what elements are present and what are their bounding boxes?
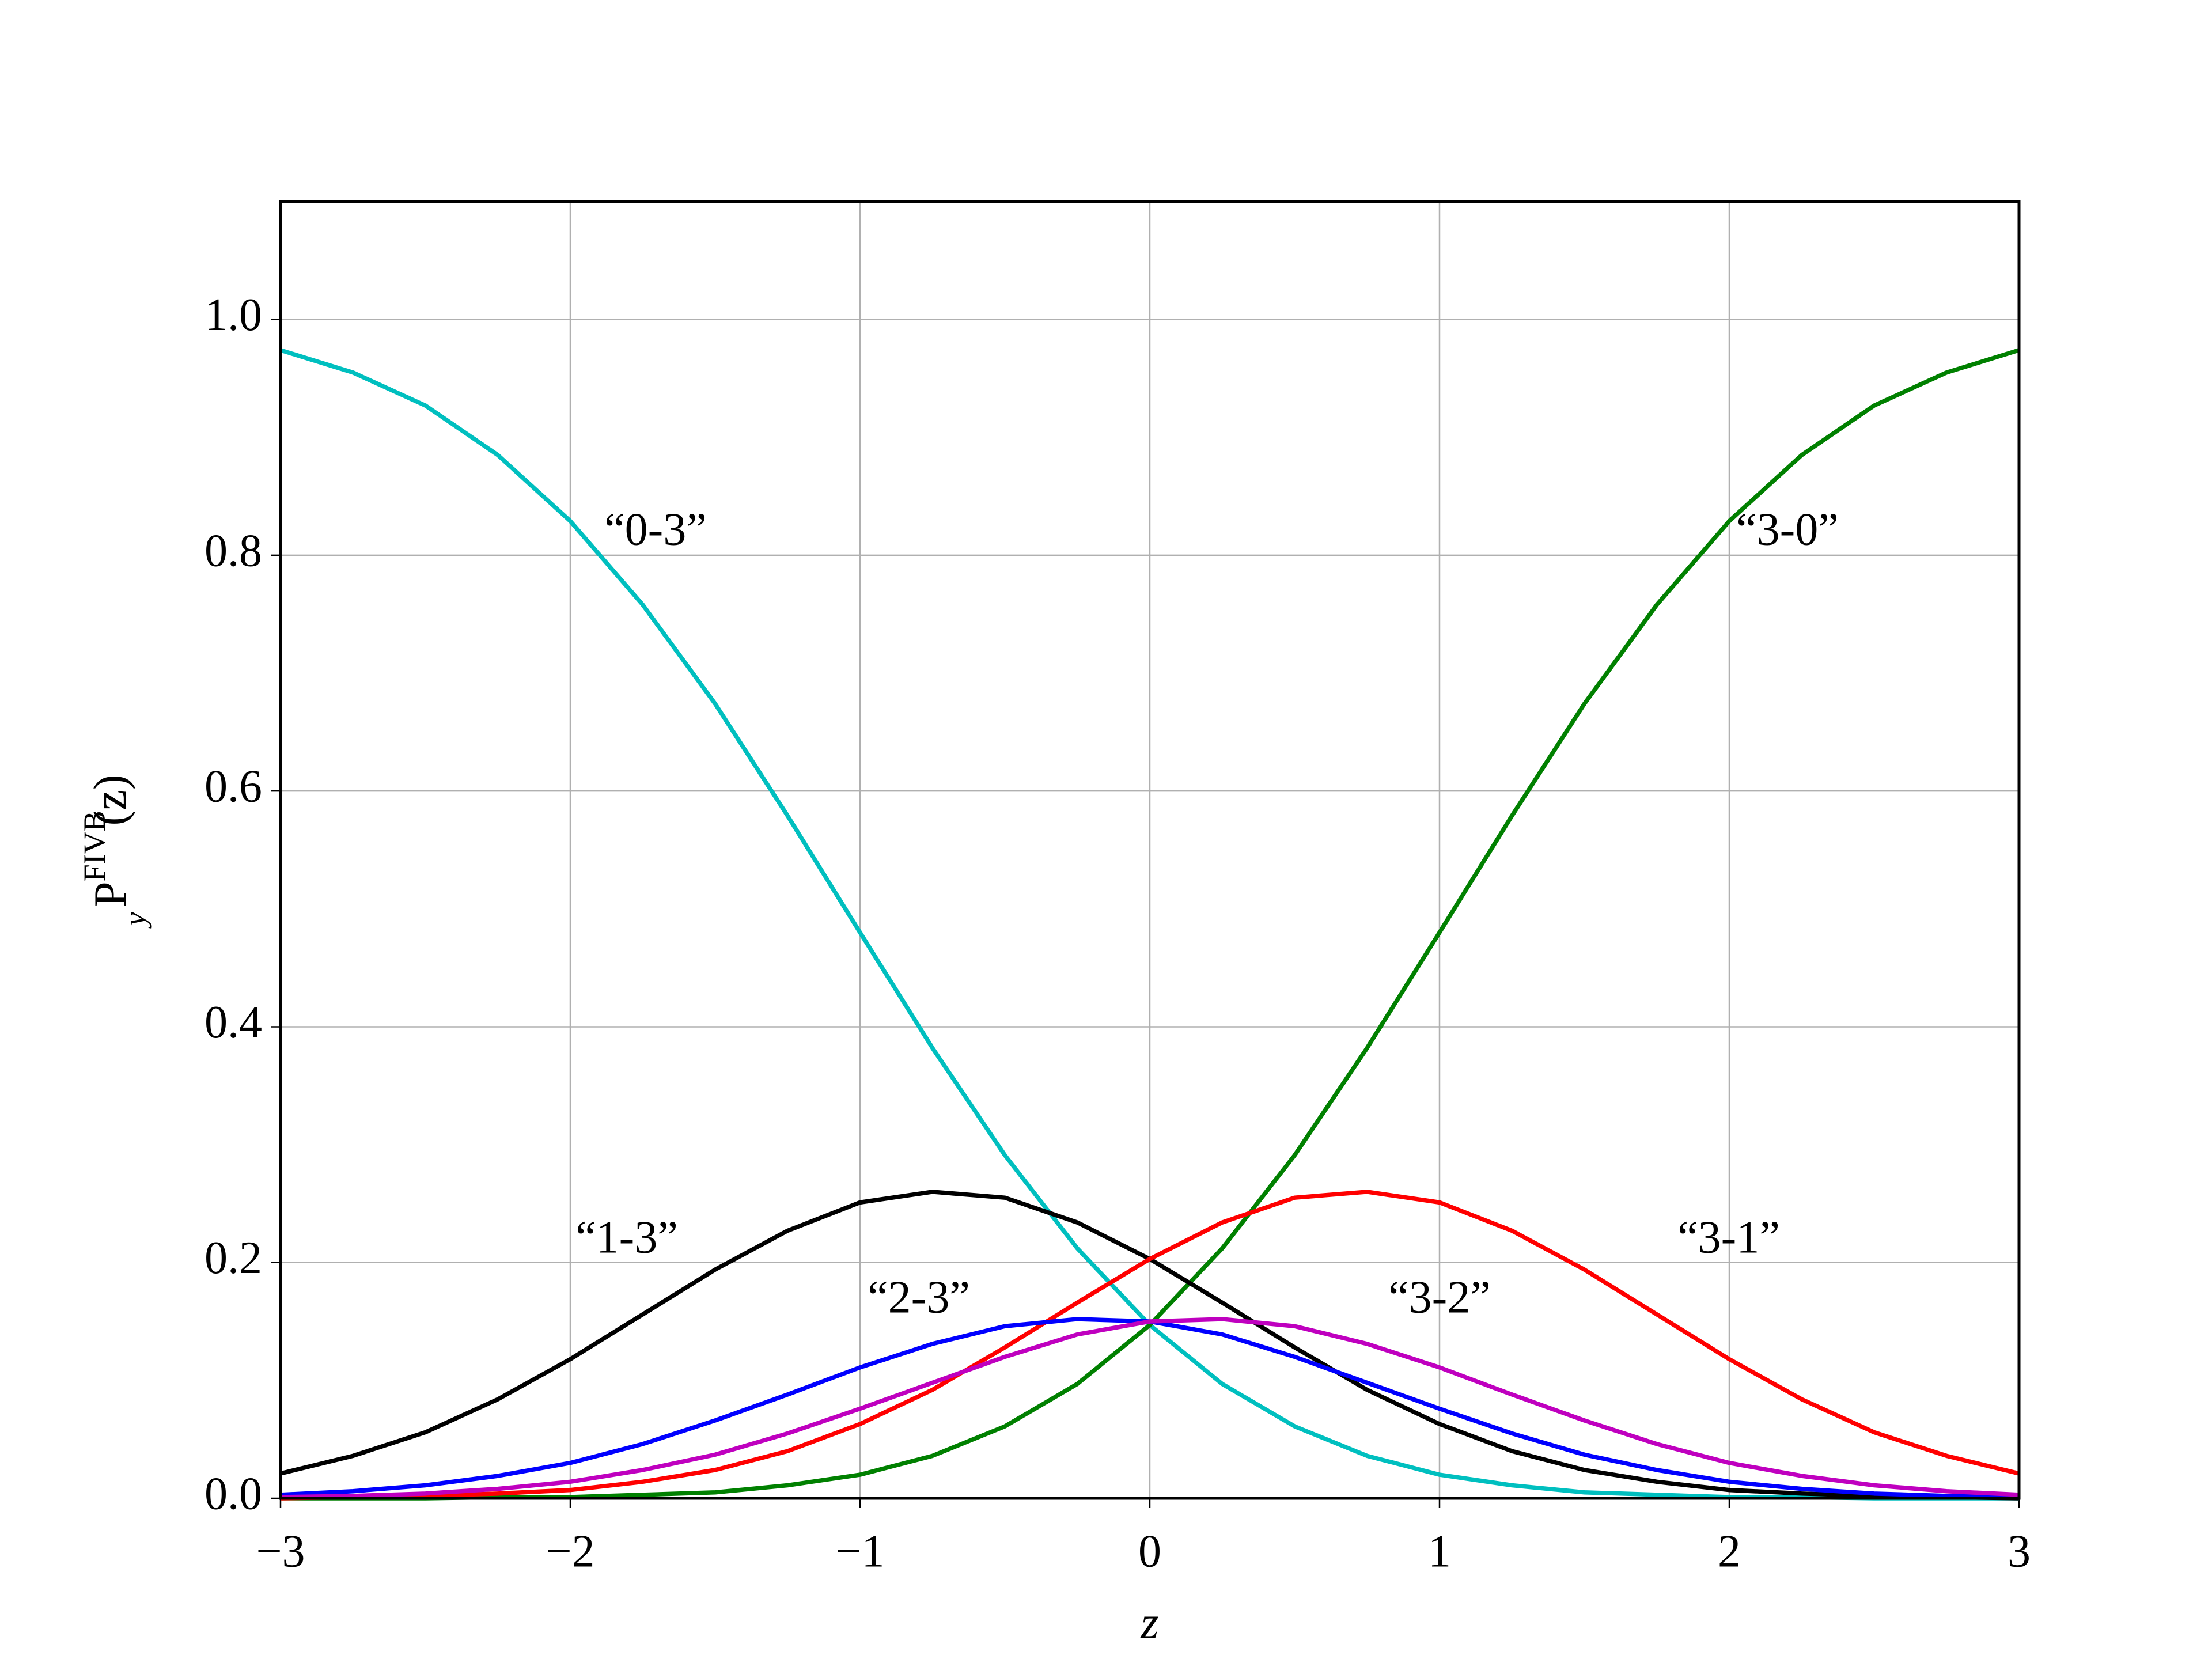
curve-label: “3-1” <box>1677 1212 1780 1263</box>
curve <box>280 1190 2020 1501</box>
x-tick-label: 0 <box>1138 1526 1161 1577</box>
x-tick-label: −1 <box>835 1526 884 1577</box>
y-tick-label: 1.0 <box>204 290 262 340</box>
y-label-sub: y <box>118 912 152 929</box>
y-tick-label: 0.6 <box>204 762 262 812</box>
y-axis-label: PFIVB y (z) <box>77 775 152 929</box>
x-tick-label: 3 <box>2008 1526 2031 1577</box>
x-tick-label: 1 <box>1428 1526 1451 1577</box>
curve-label: “0-3” <box>604 504 707 555</box>
y-label-base: P <box>85 881 136 907</box>
y-tick-label: 0.0 <box>204 1468 262 1519</box>
curve <box>280 1317 2020 1499</box>
x-tick-label: −3 <box>256 1526 305 1577</box>
y-tick-label: 0.8 <box>204 525 262 576</box>
y-tick-label: 0.4 <box>204 997 262 1048</box>
y-tick-label: 0.2 <box>204 1233 262 1283</box>
x-tick-label: 2 <box>1718 1526 1741 1577</box>
x-tick-label: −2 <box>546 1526 594 1577</box>
curve-label: “2-3” <box>868 1272 970 1323</box>
plot-area: 0.0 0.2 0.4 0.6 0.8 1.0 −3 −2 −1 0 1 2 3 “0-3” “3-0” “1… <box>204 200 2031 1577</box>
curve-label: “1-3” <box>575 1212 678 1263</box>
x-axis-label: z <box>1140 1597 1158 1648</box>
y-label-arg: (z) <box>85 775 136 826</box>
axes-frame <box>279 200 2021 1500</box>
curve-label: “3-0” <box>1736 504 1839 555</box>
y-label-sup: FIVB <box>77 810 112 881</box>
curve-label: “3-2” <box>1388 1272 1491 1323</box>
